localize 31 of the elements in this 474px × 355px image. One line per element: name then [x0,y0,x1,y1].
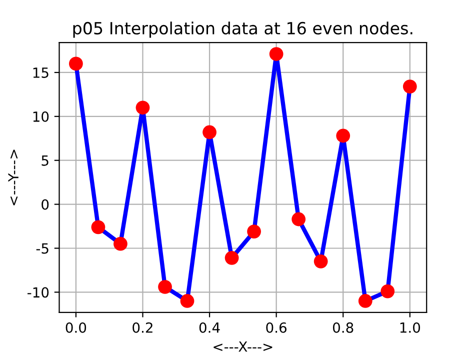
x-tick-label: 0.8 [332,322,354,333]
x-tick-label: 0.0 [66,322,86,333]
chart-title: p05 Interpolation data at 16 even nodes. [73,22,412,38]
x-tick-label: 0.2 [132,322,152,333]
y-tick-label: 15 [33,68,48,78]
point [180,294,194,308]
point [202,125,216,140]
point [358,294,372,308]
point [224,250,239,265]
point [136,100,150,115]
point [336,128,350,143]
y-tick-label: 5 [42,156,48,166]
point [269,47,284,61]
point [314,254,328,268]
point [114,236,128,251]
point [158,280,172,294]
y-tick-label: 10 [33,111,49,122]
point [247,224,261,238]
x-tick-label: 0.4 [199,322,220,333]
point [91,220,106,234]
point [69,56,83,71]
point [402,80,417,94]
y-tick-label: 0 [42,199,49,210]
x-axis-title: <---X---> [214,342,272,352]
y-axis-title: <---Y---> [8,150,18,206]
x-tick-label: 1.0 [400,322,420,333]
point [292,212,306,226]
point [380,284,395,298]
y-tick-label: -5 [36,243,48,254]
y-tick-label: -10 [28,287,49,298]
x-tick-label: 0.6 [266,322,286,333]
